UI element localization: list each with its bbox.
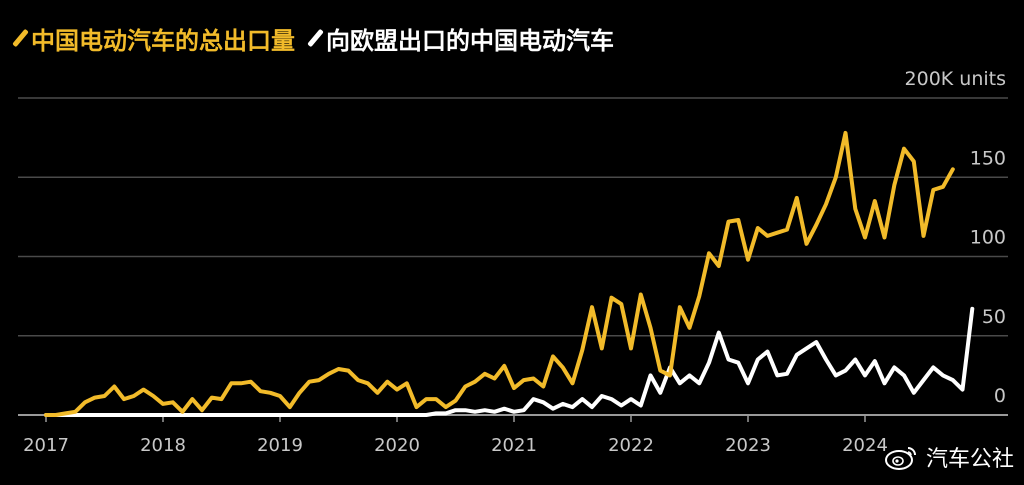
- y-tick-label: 200K units: [905, 68, 1006, 90]
- y-tick-label: 0: [994, 385, 1006, 407]
- watermark-text: 汽车公社: [925, 447, 1014, 472]
- x-axis: 2017 2018 2019 2020 2021 2022 2023 2024: [18, 414, 1008, 456]
- x-tick-label: 2018: [140, 435, 186, 456]
- x-tick-label: 2023: [725, 435, 771, 456]
- x-tick-label: 2021: [491, 435, 537, 456]
- y-tick-label: 50: [982, 306, 1006, 328]
- series-line-total: [44, 130, 955, 417]
- x-tick-label: 2019: [257, 435, 303, 456]
- watermark: 汽车公社: [884, 441, 1014, 473]
- x-tick-label: 2020: [374, 435, 420, 456]
- legend-label-eu: 向欧盟出口的中国电动汽车: [326, 26, 614, 55]
- legend-label-total: 中国电动汽车的总出口量: [31, 26, 295, 55]
- legend-item-eu: 向欧盟出口的中国电动汽车: [307, 21, 614, 56]
- eu-series-swatch: [307, 28, 324, 48]
- series-line-eu: [44, 306, 975, 417]
- series-lines: [44, 130, 975, 417]
- legend: 中国电动汽车的总出口量 向欧盟出口的中国电动汽车: [12, 20, 614, 56]
- gridlines: [18, 97, 1008, 337]
- x-tick-label: 2017: [23, 435, 69, 456]
- legend-item-total: 中国电动汽车的总出口量: [12, 21, 295, 56]
- weibo-icon: [884, 447, 916, 470]
- y-tick-label: 150: [970, 147, 1006, 169]
- x-tick-label: 2022: [608, 435, 654, 456]
- y-tick-label: 100: [970, 227, 1006, 249]
- x-tick-label: 2024: [842, 435, 888, 456]
- y-axis-tick-labels: 200K units 150 100 50 0: [905, 68, 1006, 407]
